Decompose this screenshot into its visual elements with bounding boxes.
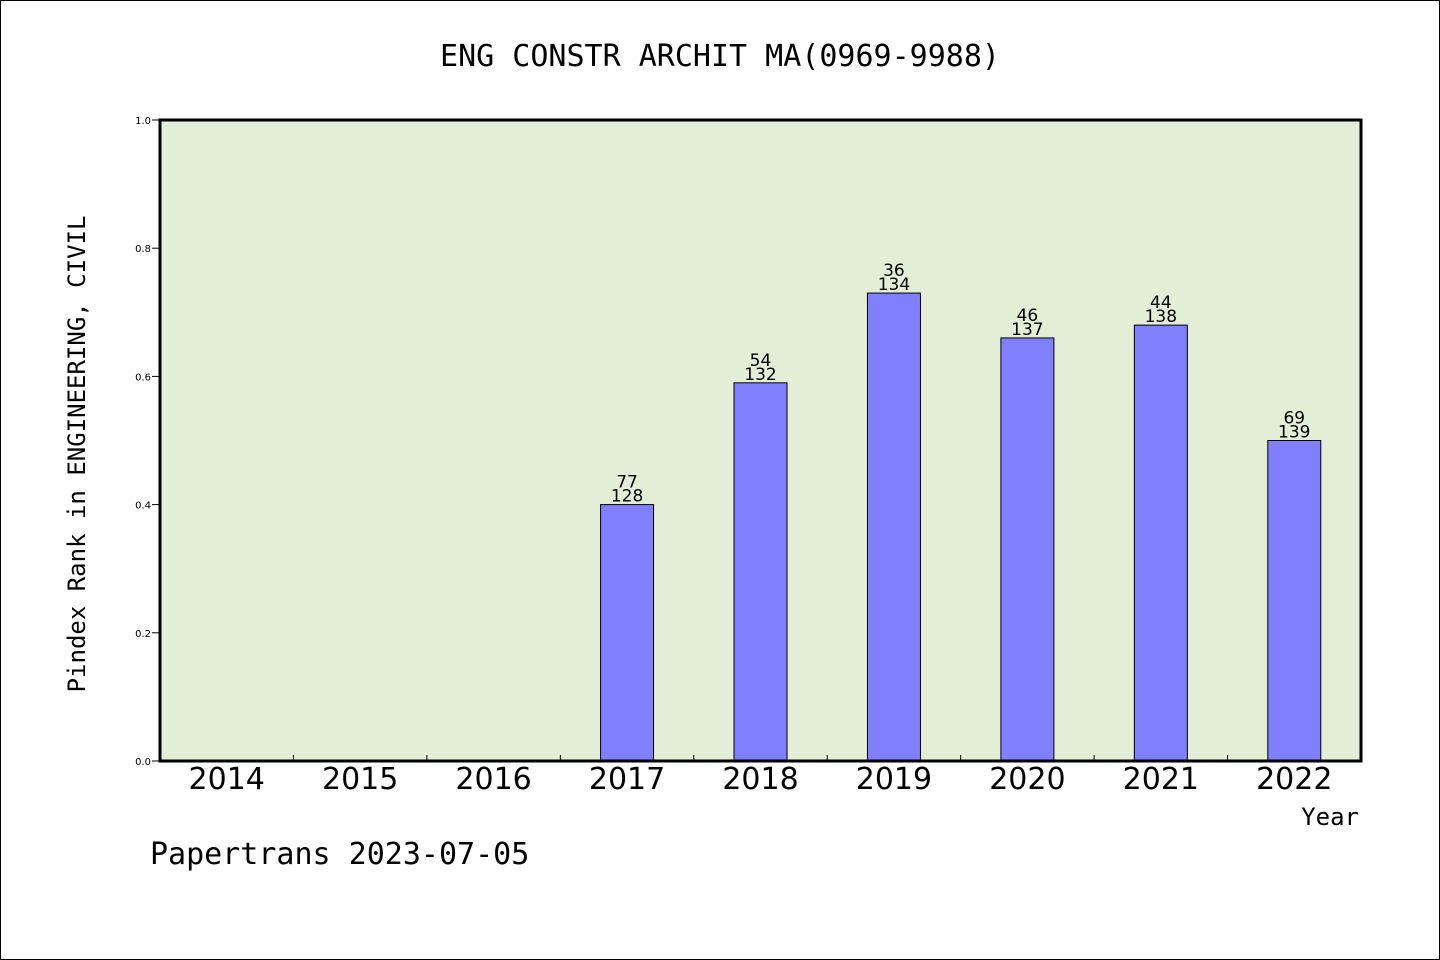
bar-2018	[733, 382, 788, 762]
y-tick-label: 0.0	[135, 757, 151, 768]
bar-label-top: 54	[750, 351, 772, 371]
x-tick-label: 2014	[189, 762, 265, 797]
x-tick-label: 2022	[1256, 762, 1332, 797]
bar-2017	[600, 504, 655, 762]
bar-2021	[1133, 324, 1188, 762]
y-tick-label: 0.6	[135, 372, 151, 383]
bar-label-top: 36	[883, 261, 905, 281]
x-tick-label: 2015	[322, 762, 398, 797]
bars-layer	[600, 292, 1322, 762]
x-tick-label: 2018	[722, 762, 798, 797]
x-tick-label: 2021	[1123, 762, 1199, 797]
bar-label-top: 69	[1283, 409, 1305, 429]
x-tick-label: 2020	[989, 762, 1065, 797]
y-axis-ticks: 0.0 0.2 0.4 0.6 0.8 1.0	[135, 116, 160, 768]
bar-label-bottom: 139	[1278, 423, 1310, 443]
y-tick-label: 1.0	[135, 116, 151, 127]
y-axis-label: Pindex Rank in ENGINEERING, CIVIL	[63, 216, 91, 693]
bar-2019	[866, 292, 921, 762]
y-tick-label: 0.2	[135, 629, 151, 640]
x-tick-label: 2017	[589, 762, 665, 797]
bar-label-top: 44	[1150, 293, 1172, 313]
bar-label-bottom: 128	[611, 487, 643, 507]
bar-label-bottom: 138	[1145, 307, 1177, 327]
bar-2022	[1267, 440, 1322, 762]
bar-label-bottom: 137	[1011, 320, 1043, 340]
plot-border	[158, 118, 1363, 763]
chart-title: ENG CONSTR ARCHIT MA(0969-9988)	[440, 39, 1000, 74]
x-tick-label: 2016	[455, 762, 531, 797]
bar-label-top: 46	[1017, 306, 1039, 326]
x-tick-label: 2019	[856, 762, 932, 797]
bar-2020	[1000, 337, 1055, 762]
footer-credit: Papertrans 2023-07-05	[150, 837, 529, 872]
bar-label-bottom: 132	[744, 365, 776, 385]
bar-label-top: 77	[616, 473, 638, 493]
x-axis-label: Year	[1301, 803, 1359, 831]
y-tick-label: 0.4	[135, 501, 151, 512]
x-axis-ticks: 2014 2015 2016 2017 2018 2019 2020 2021 2022	[189, 755, 1332, 797]
y-tick-label: 0.8	[135, 244, 151, 255]
bar-label-bottom: 134	[878, 275, 910, 295]
